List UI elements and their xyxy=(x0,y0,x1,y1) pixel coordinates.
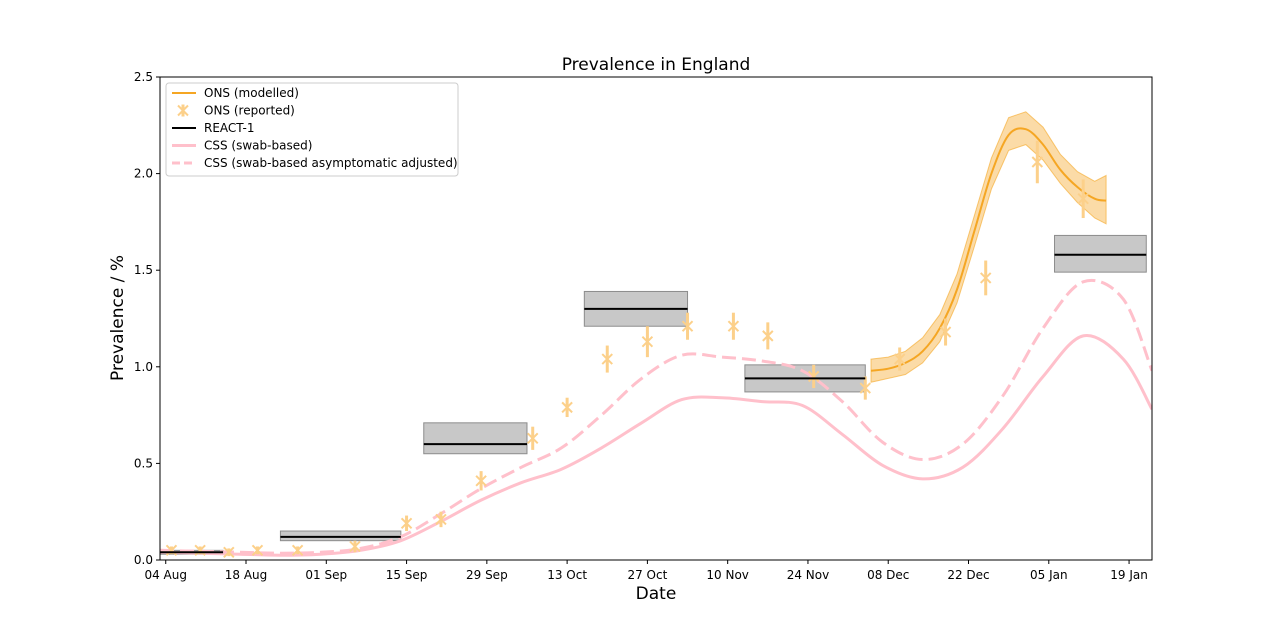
legend-label: ONS (reported) xyxy=(204,104,295,118)
react-1-interval-box xyxy=(423,422,528,455)
ons-reported-point xyxy=(727,312,740,340)
chart-title: Prevalence in England xyxy=(562,55,751,75)
legend-entry: ONS (modelled) xyxy=(172,86,299,100)
legend-label: CSS (swab-based asymptomatic adjusted) xyxy=(204,156,458,170)
ons-reported-point xyxy=(400,515,413,532)
ons-reported-point xyxy=(681,312,694,340)
axis-ticks: 04 Aug 18 Aug 01 Sep 15 Sep 29 Sep 13 Oct 27 O… xyxy=(134,70,1148,582)
ons-reported-marker xyxy=(475,475,487,487)
legend-label: ONS (modelled) xyxy=(204,86,299,100)
y-axis-label: Prevalence / % xyxy=(108,255,128,381)
legend-entry: CSS (swab-based) xyxy=(172,139,312,153)
x-tick-label: 18 Aug xyxy=(225,568,268,582)
y-tick-label: 2.0 xyxy=(134,167,153,181)
legend-entry: REACT-1 xyxy=(172,121,255,135)
ons-reported-marker xyxy=(601,353,613,365)
ons-reported-marker xyxy=(762,330,774,342)
ons-reported-marker xyxy=(561,401,573,414)
y-tick-label: 2.5 xyxy=(134,70,153,84)
legend-entry: CSS (swab-based asymptomatic adjusted) xyxy=(172,156,458,170)
ons-reported-point xyxy=(435,511,447,528)
x-tick-label: 24 Nov xyxy=(787,568,830,582)
css-asymptomatic-adjusted-line xyxy=(160,278,1152,555)
x-tick-label: 08 Dec xyxy=(867,568,909,582)
y-tick-label: 0.5 xyxy=(134,456,153,470)
ons-reported-point xyxy=(527,426,539,450)
ons-reported-point xyxy=(349,540,361,553)
ons-reported-point xyxy=(251,544,264,557)
x-tick-label: 29 Sep xyxy=(466,568,508,582)
ons-reported-point xyxy=(1031,140,1044,184)
ons-reported-point xyxy=(762,322,774,350)
ons-reported-marker xyxy=(980,272,992,284)
ons-reported-marker xyxy=(194,544,206,557)
ons-reported-marker xyxy=(1077,193,1089,205)
x-tick-label: 04 Aug xyxy=(144,568,187,582)
ons-reported-marker xyxy=(435,513,447,526)
ons-reported-point xyxy=(223,546,235,558)
y-tick-label: 0.0 xyxy=(134,553,153,567)
x-tick-label: 13 Oct xyxy=(547,568,587,582)
x-tick-label: 10 Nov xyxy=(706,568,749,582)
ons-reported-marker xyxy=(939,326,952,338)
ons-reported-point xyxy=(859,376,872,400)
ons-reported-marker xyxy=(727,320,740,332)
ons-reported-marker xyxy=(893,353,906,365)
y-tick-label: 1.0 xyxy=(134,360,153,374)
ons-reported-point xyxy=(291,544,304,557)
ons-reported-point xyxy=(980,260,992,296)
ons-reported-point xyxy=(561,397,573,418)
ons-reported-marker xyxy=(859,382,872,394)
ons-reported-point xyxy=(601,345,613,373)
legend-entry: ONS (reported) xyxy=(177,104,295,118)
x-tick-label: 01 Sep xyxy=(305,568,347,582)
ons-reported-point xyxy=(807,364,820,389)
plot-area xyxy=(160,111,1152,558)
css-swab-based-line xyxy=(160,334,1152,557)
legend-label: CSS (swab-based) xyxy=(204,139,312,153)
x-tick-label: 15 Sep xyxy=(386,568,428,582)
ons-modelled-line xyxy=(870,127,1107,372)
ons-reported-point xyxy=(475,471,487,491)
ons-reported-point xyxy=(1077,179,1089,219)
x-tick-label: 27 Oct xyxy=(627,568,667,582)
ons-reported-point xyxy=(641,326,654,358)
legend-label: REACT-1 xyxy=(204,121,255,135)
ons-reported-marker xyxy=(349,540,361,553)
ons-reported-marker xyxy=(641,335,654,348)
y-tick-label: 1.5 xyxy=(134,263,153,277)
ons-reported-marker xyxy=(807,370,820,383)
x-tick-label: 05 Jan xyxy=(1030,568,1068,582)
x-axis-label: Date xyxy=(636,584,677,604)
ons-reported-marker xyxy=(1031,156,1044,168)
legend-box xyxy=(165,82,459,177)
ons-reported-marker xyxy=(223,546,235,558)
legend: ONS (modelled) ONS (reported) REACT-1 CSS (… xyxy=(165,82,459,177)
ons-reported-marker xyxy=(165,544,178,557)
legend-swatch-marker xyxy=(177,104,189,117)
ons-reported-marker xyxy=(681,320,694,332)
x-tick-label: 22 Dec xyxy=(947,568,989,582)
ons-reported-marker xyxy=(251,544,264,557)
x-tick-label: 19 Jan xyxy=(1110,568,1148,582)
ons-reported-point xyxy=(939,318,952,346)
ons-reported-point xyxy=(893,347,906,371)
ons-reported-marker xyxy=(400,517,413,529)
ons-reported-marker xyxy=(527,432,539,444)
ons-reported-marker xyxy=(291,544,304,557)
plot-frame xyxy=(159,76,1153,561)
